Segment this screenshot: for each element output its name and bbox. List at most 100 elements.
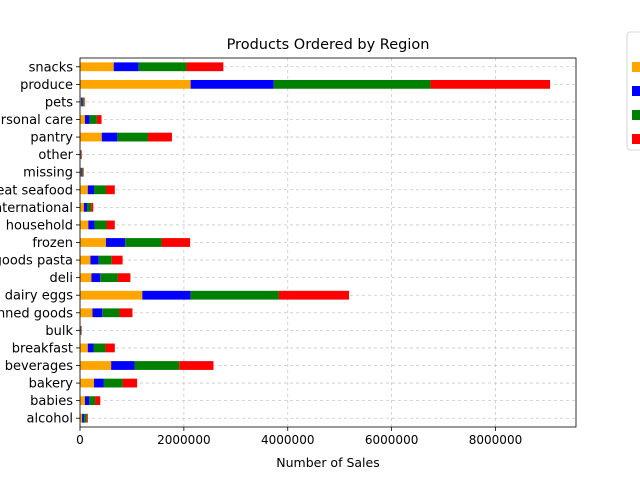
bar-segment [119,308,133,318]
legend-swatch [632,86,640,96]
bar-segment [80,378,95,388]
y-tick-label: meat seafood [0,183,73,198]
x-tick-label: 8000000 [469,433,522,447]
bar-segment [82,413,85,423]
y-tick-label: canned goods [0,306,73,321]
bar-segment [81,150,82,160]
bar-segment [80,238,106,247]
bar-segment [91,202,94,212]
bar-segment [84,115,90,124]
bar-segment [80,79,191,89]
bar-segment [80,308,93,318]
y-tick-label: bakery [29,377,74,392]
bar-segment [100,273,118,283]
x-axis-label: Number of Sales [276,455,379,470]
bar-segment [142,290,191,300]
bar-segment [80,290,143,300]
bar-segment [80,220,89,230]
bar-segment [111,361,135,370]
bar-segment [80,255,91,265]
bar-segment [80,115,85,124]
bar-segment [88,220,95,230]
bar-segment [179,361,214,370]
y-tick-label: frozen [32,236,73,251]
bar-segment [89,396,96,406]
bar-segment [430,79,551,89]
legend-swatch [632,110,640,120]
bar-segment [91,273,101,283]
bar-segment [80,62,114,72]
bar-segment [122,378,138,388]
bar-segment [81,97,83,107]
bar-segment [81,167,83,177]
y-tick-label: snacks [29,60,74,75]
y-tick-label: bulk [45,324,73,339]
y-tick-label: babies [30,394,73,409]
bar-segment [117,273,131,283]
bar-segment [80,202,84,212]
bar-segment [80,273,92,283]
legend-swatch [632,134,640,144]
bar-segment [80,97,82,107]
y-tick-label: pets [45,95,73,110]
bar-segment [94,220,107,230]
bar-segment [190,79,274,89]
bar-segment [89,115,97,124]
grid-layer [79,58,576,427]
legend [626,31,640,151]
bar-segment [103,378,123,388]
bar-segment [84,396,90,406]
y-tick-label: dairy eggs [5,289,74,304]
bar-segment [83,202,88,212]
bar-segment [117,132,149,142]
axes-layer: snacks produce pets personal care pantry othe… [0,57,577,447]
y-tick-label: alcohol [27,412,73,427]
y-tick-label: missing [23,166,73,181]
y-tick-label: pantry [30,131,73,146]
bar-segment [105,238,126,247]
bar-segment [86,413,88,423]
bar-segment [106,220,115,230]
bar-segment [94,378,104,388]
x-tick-label: 0 [76,433,84,447]
x-tick-label: 2000000 [157,433,210,447]
bar-segment [82,167,84,177]
bar-segment [111,255,123,265]
y-tick-label: household [6,218,73,233]
legend-swatch [632,62,640,72]
bar-segment [80,361,112,370]
bar-segment [113,62,139,72]
bar-segment [84,413,87,423]
bar-segment [148,132,172,142]
bar-segment [80,167,82,177]
bar-segment [95,396,101,406]
y-tick-label: beverages [5,359,74,374]
bar-segment [101,132,118,142]
bar-segment [134,361,180,370]
bar-segment [125,238,162,247]
bar-segment [80,325,82,335]
bar-segment [90,255,99,265]
bar-segment [82,97,84,107]
bar-segment [278,290,350,300]
bar-segment [83,97,85,107]
y-tick-label: deli [50,271,73,286]
bar-segment [98,255,112,265]
bars-layer [80,62,551,423]
bar-segment [94,185,106,195]
y-tick-label: personal care [0,113,73,128]
bar-segment [161,238,191,247]
bar-segment [92,308,103,318]
bar-segment [138,62,187,72]
y-tick-label: produce [20,78,73,93]
bar-segment [80,343,88,353]
bar-segment [273,79,431,89]
bar-segment [105,185,115,195]
bar-segment [105,343,115,353]
bar-segment [80,413,83,423]
chart-title: Products Ordered by Region [227,37,430,53]
y-tick-label: other [38,148,73,163]
bar-segment [102,308,120,318]
bar-segment [186,62,224,72]
